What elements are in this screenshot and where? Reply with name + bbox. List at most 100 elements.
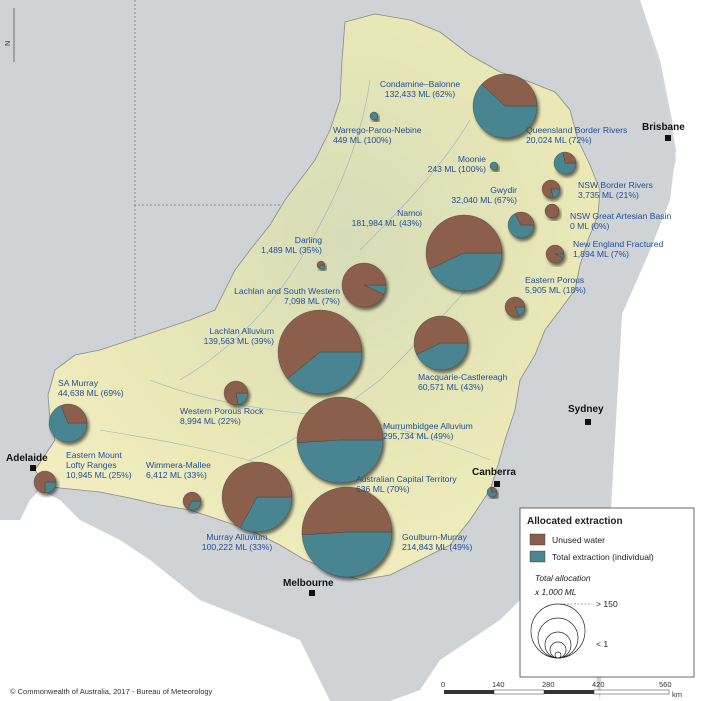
pie-gwydir <box>507 211 535 239</box>
pie-slice-unused <box>33 470 57 494</box>
pie-slice-extraction <box>472 83 538 139</box>
region-value: 1,894 ML (7%) <box>573 249 629 259</box>
region-name: Western Porous Rock <box>180 406 264 416</box>
pie-slice-unused <box>490 486 498 493</box>
pie-slice-extraction <box>287 351 363 395</box>
region-name: New England Fractured <box>573 239 664 249</box>
pie-lachlan-alluvium <box>277 309 363 395</box>
region-value: 100,222 ML (33%) <box>202 542 273 552</box>
region-label-goulburn: Goulburn-Murray 214,843 ML (49%) <box>402 532 473 552</box>
region-label-darling: Darling 1,489 ML (35%) <box>261 235 322 255</box>
region-name: Moonie <box>458 154 486 164</box>
legend-size-title: Total allocation <box>535 573 591 583</box>
pie-lachlan-sw <box>341 262 387 308</box>
region-label-act: Australian Capital Territory 636 ML (70%) <box>356 474 457 494</box>
region-name: Lachlan Alluvium <box>210 326 275 336</box>
region-value: 295,734 ML (49%) <box>383 431 454 441</box>
region-name: Eastern Porous <box>525 275 584 285</box>
scale-tick-280: 280 <box>542 680 555 689</box>
north-arrow: N <box>3 8 15 62</box>
region-label-condamine: Condamine–Balonne 132,433 ML (62%) <box>380 79 460 99</box>
region-value: 44,638 ML (69%) <box>58 388 124 398</box>
region-name: Wimmera-Mallee <box>146 460 211 470</box>
region-value: 20,024 ML (72%) <box>526 135 592 145</box>
region-label-wimmera: Wimmera-Mallee 6,412 ML (33%) <box>146 460 211 480</box>
legend-max-label: > 150 <box>596 599 618 609</box>
region-value: 243 ML (100%) <box>428 164 487 174</box>
legend-swatch-unused <box>529 533 546 546</box>
pie-sa-murray <box>48 403 88 443</box>
region-label-eastern-porous: Eastern Porous 5,905 ML (18%) <box>525 275 586 295</box>
pie-slice-unused <box>545 244 565 264</box>
region-label-murrumbidgee: Murrumbidgee Alluvium 295,734 ML (49%) <box>383 421 473 441</box>
legend-min-label: < 1 <box>596 639 608 649</box>
region-name: NSW Great Artesian Basin <box>570 211 671 221</box>
region-label-qld-border: Queensland Border Rivers 20,024 ML (72%) <box>526 125 627 145</box>
legend-title: Allocated extraction <box>527 516 623 527</box>
scale-unit: km <box>672 690 682 699</box>
region-label-western-porous: Western Porous Rock 8,994 ML (22%) <box>180 406 264 426</box>
region-name: Goulburn-Murray <box>402 532 468 542</box>
pie-darling <box>316 260 326 270</box>
pie-eastern-mount <box>33 470 57 494</box>
region-label-eastern-mount: Eastern Mount Lofty Ranges 10,945 ML (25%) <box>66 450 132 480</box>
pie-slice-extraction <box>239 496 293 533</box>
city-marker-adelaide <box>30 465 36 471</box>
pie-slice-extraction <box>507 213 535 239</box>
pie-slice-unused <box>562 151 577 164</box>
region-label-nsw-gab: NSW Great Artesian Basin 0 ML (0%) <box>570 211 671 231</box>
city-marker-brisbane <box>665 135 671 141</box>
region-value: 8,994 ML (22%) <box>180 416 241 426</box>
region-label-namoi: Namoi 181,984 ML (43%) <box>352 208 423 228</box>
region-name: Australian Capital Territory <box>356 474 457 484</box>
pie-murray-alluvium <box>221 461 293 533</box>
basin-outline <box>34 13 601 581</box>
city-label-sydney: Sydney <box>568 404 604 415</box>
region-value: 449 ML (100%) <box>333 135 392 145</box>
pie-slice-extraction <box>301 531 393 578</box>
pie-slice-unused <box>60 403 88 424</box>
pie-slice-extraction <box>296 439 384 484</box>
city-marker-sydney <box>585 419 591 425</box>
legend-unused-label: Unused water <box>552 535 605 545</box>
legend-size-unit: x 1,000 ML <box>534 587 577 597</box>
city-label-canberra: Canberra <box>472 467 516 478</box>
pie-slice-unused <box>425 214 503 270</box>
legend: Allocated extraction Unused water Total … <box>519 507 695 678</box>
region-value: 7,098 ML (7%) <box>284 296 340 306</box>
pie-western-porous <box>223 380 249 406</box>
region-name: SA Murray <box>58 378 99 388</box>
pie-murrumbidgee <box>296 396 384 484</box>
region-label-macquarie: Macquarie-Castlereagh 60,571 ML (43%) <box>418 372 508 392</box>
pie-slice-extraction <box>489 161 499 171</box>
scale-tick-0: 0 <box>441 680 445 689</box>
scale-tick-420: 420 <box>592 680 605 689</box>
pie-slice-unused <box>341 262 387 308</box>
region-label-sa-murray: SA Murray 44,638 ML (69%) <box>58 378 124 398</box>
scale-tick-140: 140 <box>492 680 505 689</box>
region-value: 139,563 ML (39%) <box>204 336 275 346</box>
region-label-moonie: Moonie 243 ML (100%) <box>428 154 487 174</box>
region-name: Darling <box>295 235 322 245</box>
pie-slice-unused <box>301 486 393 535</box>
region-name: Namoi <box>397 208 422 218</box>
city-label-brisbane: Brisbane <box>642 122 685 133</box>
copyright: © Commonwealth of Australia, 2017 - Bure… <box>10 687 213 696</box>
region-value: 181,984 ML (43%) <box>352 218 423 228</box>
pie-slice-unused <box>541 179 561 199</box>
pie-slice-unused <box>182 491 202 510</box>
region-label-lachlan-sw: Lachlan and South Western 7,098 ML (7%) <box>234 286 340 306</box>
pie-namoi <box>425 214 503 292</box>
pie-nsw-gab <box>544 203 560 219</box>
region-label-gwydir: Gwydir 32,040 ML (67%) <box>451 185 517 205</box>
region-value: 6,412 ML (33%) <box>146 470 207 480</box>
region-label-new-england: New England Fractured 1,894 ML (7%) <box>573 239 664 259</box>
region-name-line: Lofty Ranges <box>66 460 117 470</box>
pie-slice-unused <box>544 203 560 219</box>
city-marker-melbourne <box>309 590 315 596</box>
north-label: N <box>3 41 12 46</box>
city-layer: Brisbane Sydney Canberra Melbourne Adelaide <box>6 122 685 596</box>
city-marker-canberra <box>494 481 500 487</box>
